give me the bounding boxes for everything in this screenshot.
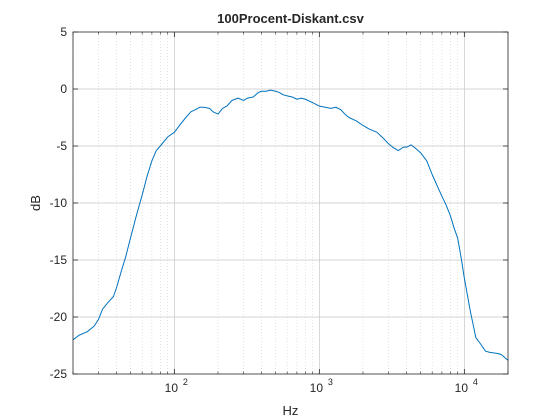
x-tick-label: 10 [165,381,179,395]
x-tick-exponent: 3 [328,377,333,387]
y-tick-label: -5 [56,139,67,153]
chart-title: 100Procent-Diskant.csv [217,11,364,26]
series-layer [72,89,509,361]
y-tick-label: -25 [50,367,68,381]
y-tick-label: -20 [50,310,68,324]
y-tick-label: 0 [60,82,67,96]
series-line [72,89,509,361]
axis-ticks [72,31,509,375]
major-grid [73,32,508,374]
x-tick-label: 10 [310,381,324,395]
y-tick-label: 5 [60,25,67,39]
tick-labels: 5 0 -5 -10 -15 -20 -25 10 2 10 3 10 4 [50,25,478,395]
y-tick-label: -10 [50,196,68,210]
x-axis-label: Hz [283,403,299,418]
x-tick-label: 10 [455,381,469,395]
y-axis-label: dB [28,195,43,211]
x-tick-exponent: 4 [473,377,478,387]
y-tick-label: -15 [50,253,68,267]
x-tick-exponent: 2 [183,377,188,387]
